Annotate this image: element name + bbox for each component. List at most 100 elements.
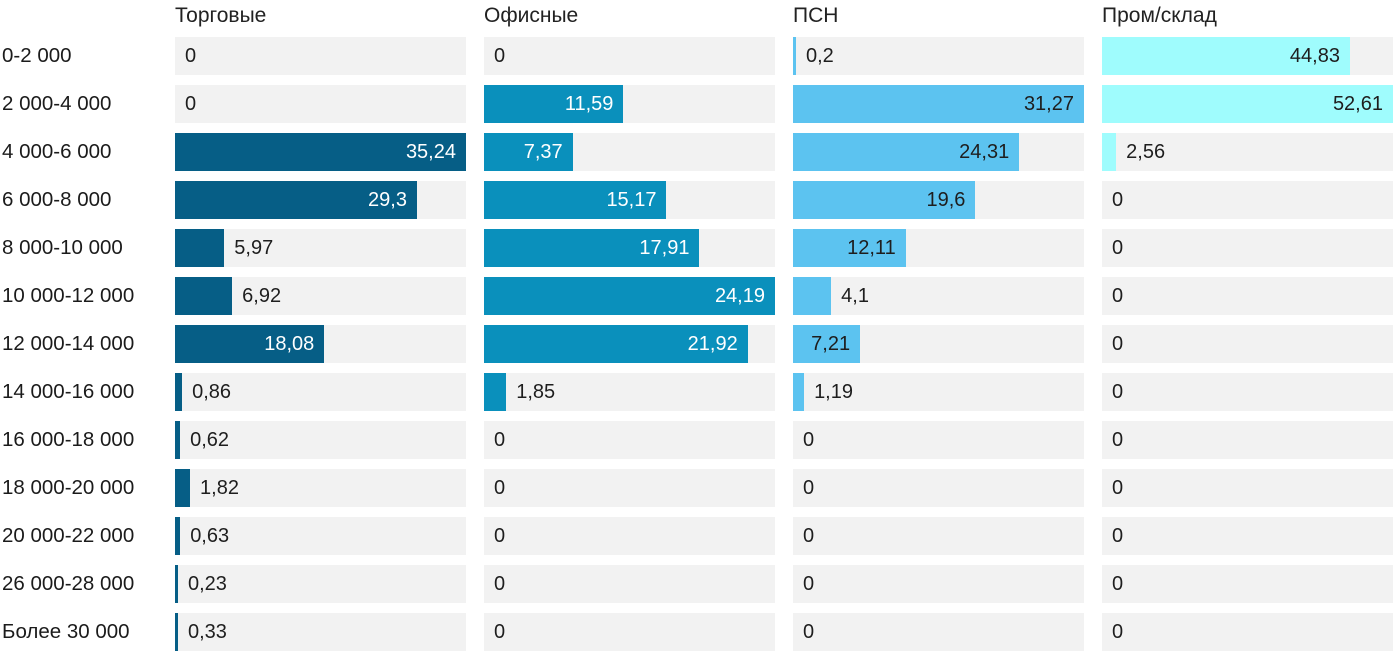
bar (793, 229, 906, 267)
bar-value-label: 0 (803, 572, 815, 595)
bar-value-label: 4,1 (841, 284, 869, 307)
row-label: 4 000-6 000 (2, 140, 112, 163)
bar-cell: 11,59 (484, 85, 775, 123)
bar-cell: 19,6 (793, 181, 1084, 219)
bar-track: 0 (1102, 421, 1393, 459)
bar (793, 277, 832, 315)
row-label: 20 000-22 000 (2, 524, 135, 547)
bar-value-label: 1,82 (200, 476, 239, 499)
bar-cell: 0 (1102, 373, 1393, 411)
bar-value-label: 0 (494, 44, 506, 67)
bar-value-label: 0 (1112, 188, 1124, 211)
bar-cell: 1,19 (793, 373, 1084, 411)
bar-value-label: 0,2 (806, 44, 834, 67)
bar-value-label: 0 (1112, 620, 1124, 643)
chart-row: Более 30 000 0,33 0 0 0 (2, 613, 1393, 651)
bar-value-label: 0 (494, 476, 506, 499)
row-label: 26 000-28 000 (2, 572, 135, 595)
bar (484, 373, 507, 411)
bar-value-label: 19,6 (926, 188, 966, 211)
bar-value-label: 35,24 (405, 140, 456, 163)
bar (484, 277, 775, 315)
bar-cell: 0,33 (175, 613, 466, 651)
bar-track: 0,63 (175, 517, 466, 555)
row-label: 6 000-8 000 (2, 188, 112, 211)
bar-track: 6,92 (175, 277, 466, 315)
bar-track: 0 (484, 469, 775, 507)
bar-track: 19,6 (793, 181, 1084, 219)
bar (175, 181, 417, 219)
bar-track: 4,1 (793, 277, 1084, 315)
chart-row: 16 000-18 000 0,62 0 0 0 (2, 421, 1393, 459)
bar-cell: 52,61 (1102, 85, 1393, 123)
chart-row: 8 000-10 000 5,97 17,91 12,11 0 (2, 229, 1393, 267)
bar-value-label: 1,85 (516, 380, 556, 403)
bar-cell: 29,3 (175, 181, 466, 219)
bar-track: 0,2 (793, 37, 1084, 75)
bar-cell: 0 (484, 469, 775, 507)
row-label: 8 000-10 000 (2, 236, 123, 259)
bar-cell: 0,23 (175, 565, 466, 603)
bar (175, 565, 178, 603)
bar (175, 277, 233, 315)
bar-track: 0 (484, 517, 775, 555)
bar-value-label: 24,19 (714, 284, 765, 307)
bar (175, 517, 181, 555)
bar (175, 469, 191, 507)
bar-value-label: 0 (494, 524, 506, 547)
bar-track: 0,62 (175, 421, 466, 459)
chart-row: 6 000-8 000 29,3 15,17 19,6 0 (2, 181, 1393, 219)
bar (793, 325, 861, 363)
bar-track: 11,59 (484, 85, 775, 123)
bar (1102, 85, 1393, 123)
bar-cell: 0 (1102, 517, 1393, 555)
bar (793, 133, 1020, 171)
bar-value-label: 0 (803, 620, 815, 643)
bar-track: 0 (793, 421, 1084, 459)
bar-value-label: 7,21 (811, 332, 851, 355)
bar-value-label: 0 (494, 428, 506, 451)
bar-value-label: 21,92 (687, 332, 738, 355)
bar-cell: 0 (793, 469, 1084, 507)
bar-cell: 4,1 (793, 277, 1084, 315)
chart-row: 18 000-20 000 1,82 0 0 0 (2, 469, 1393, 507)
bar-cell: 35,24 (175, 133, 466, 171)
bar-cell: 0,86 (175, 373, 466, 411)
bar-cell: 0 (484, 421, 775, 459)
bar (484, 133, 573, 171)
chart-row: 14 000-16 000 0,86 1,85 1,19 0 (2, 373, 1393, 411)
bar-cell: 0,62 (175, 421, 466, 459)
row-label: 2 000-4 000 (2, 92, 112, 115)
bar-value-label: 7,37 (523, 140, 563, 163)
bar-value-label: 0,63 (190, 524, 230, 547)
header-spacer (2, 27, 157, 28)
bar-track: 1,19 (793, 373, 1084, 411)
bar-cell: 0 (484, 565, 775, 603)
bar-value-label: 29,3 (368, 188, 407, 211)
bar (793, 85, 1084, 123)
bar-track: 31,27 (793, 85, 1084, 123)
bar (175, 325, 325, 363)
bar-value-label: 0 (185, 44, 197, 67)
bar-track: 12,11 (793, 229, 1084, 267)
bar-value-label: 0 (803, 428, 815, 451)
bar-cell: 0 (1102, 469, 1393, 507)
column-header-1: Торговые (175, 4, 267, 27)
bar-cell: 5,97 (175, 229, 466, 267)
bar-cell: 0 (1102, 181, 1393, 219)
bar-value-label: 0 (803, 476, 815, 499)
bar-value-label: 31,27 (1023, 92, 1074, 115)
bar-value-label: 6,92 (242, 284, 282, 307)
bar-value-label: 0 (494, 572, 506, 595)
column-header-3: ПСН (793, 4, 839, 27)
bar-value-label: 0 (1112, 332, 1124, 355)
bar-cell: 0 (484, 517, 775, 555)
bar-value-label: 0 (1112, 428, 1124, 451)
bar-track: 0 (793, 469, 1084, 507)
bar-track: 0 (1102, 469, 1393, 507)
bar-track: 0,86 (175, 373, 466, 411)
bar-track: 0,23 (175, 565, 466, 603)
bar-cell: 0 (1102, 421, 1393, 459)
bar-cell: 0 (1102, 277, 1393, 315)
